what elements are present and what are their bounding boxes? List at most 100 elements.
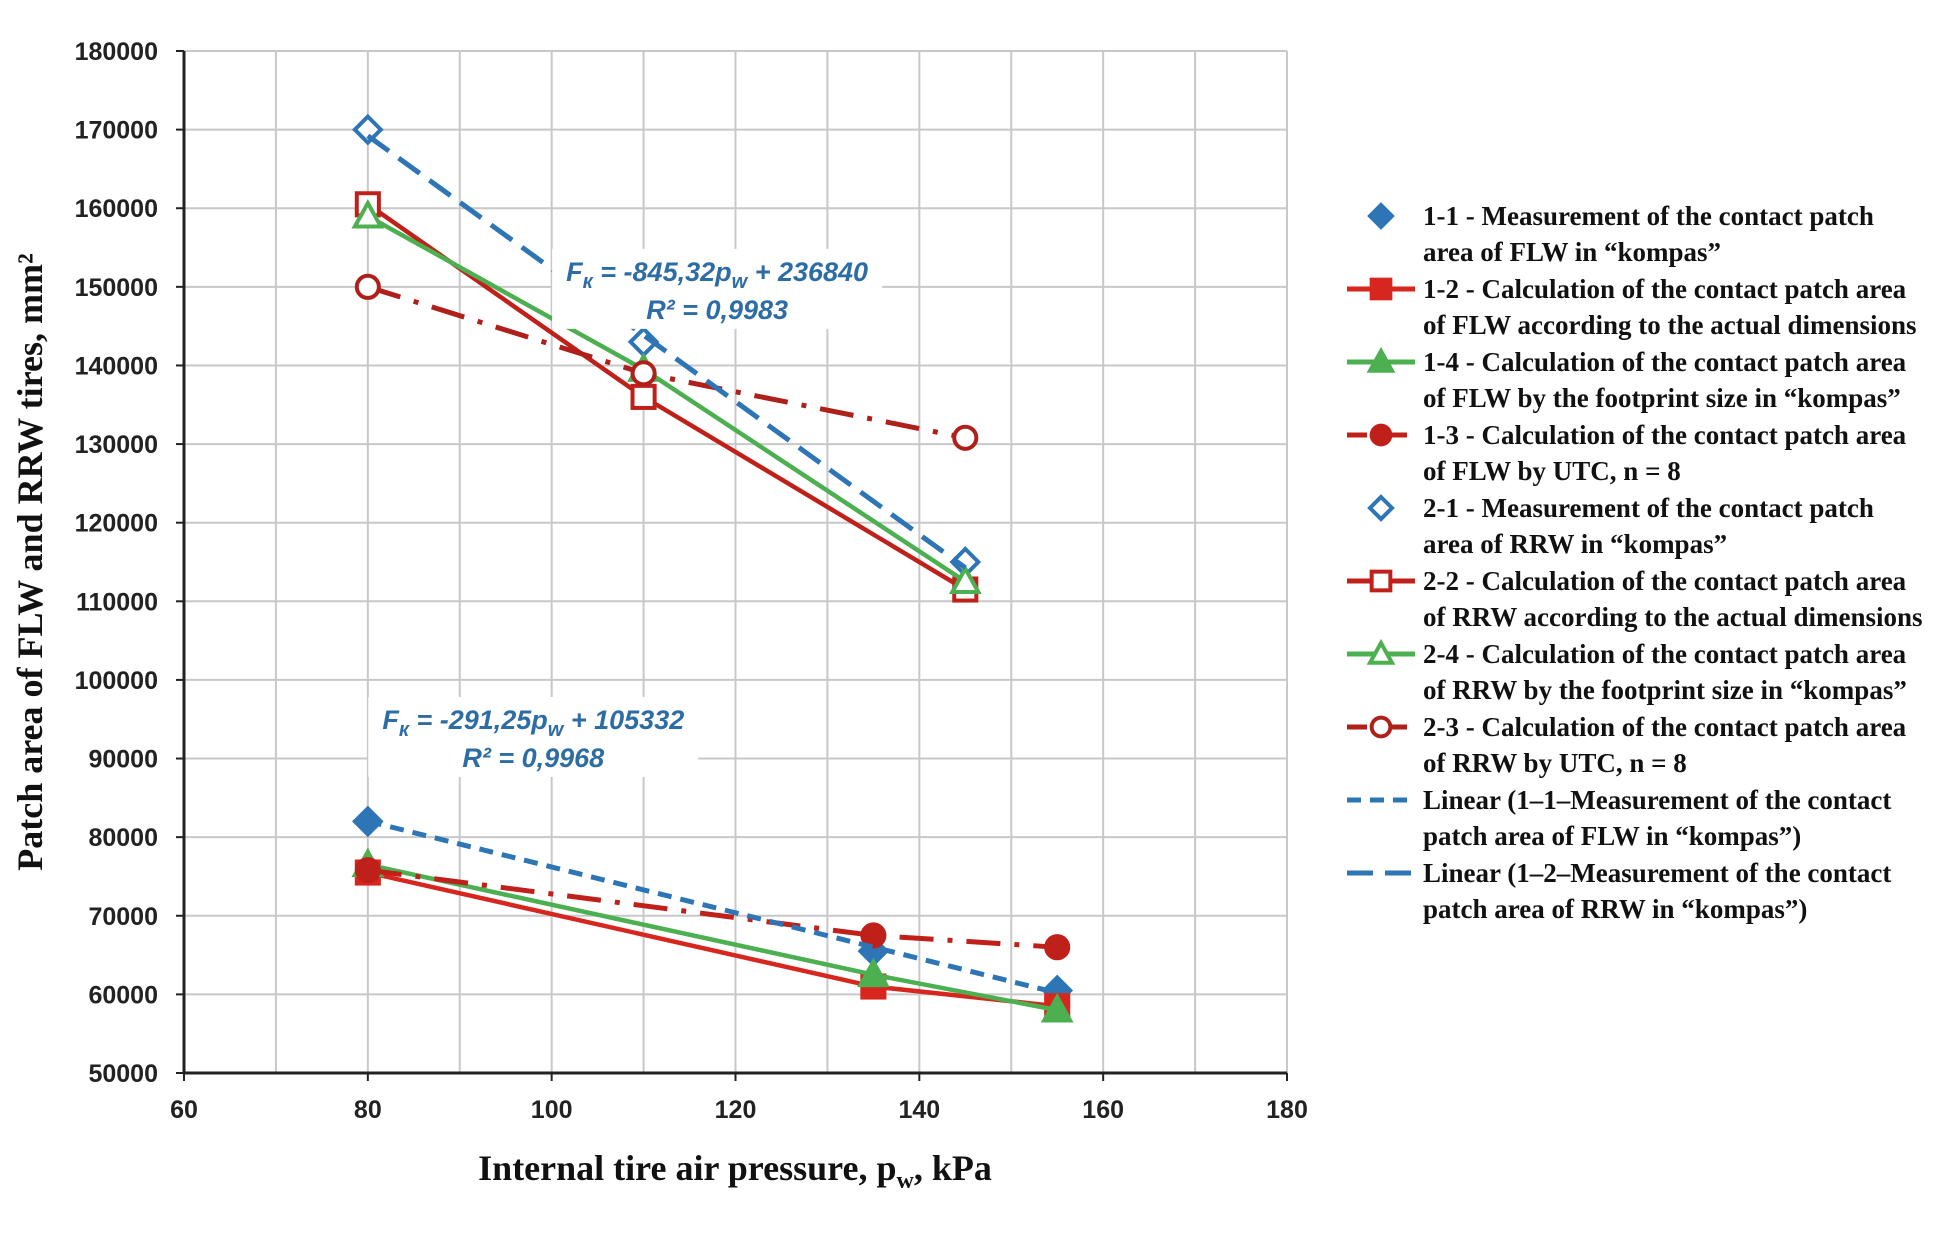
- marker-circle: [1369, 715, 1393, 739]
- legend-item: Linear (1–1–Measurement of the contact pa…: [1347, 785, 1891, 851]
- y-tick-label: 150000: [75, 274, 158, 302]
- series-line: [367, 862, 1058, 1013]
- x-tick-label: 180: [1266, 1096, 1308, 1124]
- legend-label: 1-1 - Measurement of the contact patch: [1423, 201, 1874, 231]
- legend-item: Linear (1–2–Measurement of the contact pa…: [1347, 858, 1891, 924]
- legend-item: 2-3 - Calculation of the contact patch a…: [1347, 712, 1907, 778]
- legend-item: 2-1 - Measurement of the contact patch ar…: [1367, 493, 1874, 559]
- legend-item: 2-2 - Calculation of the contact patch a…: [1347, 566, 1923, 632]
- legend-item: 2-4 - Calculation of the contact patch a…: [1347, 638, 1907, 705]
- legend-label: Linear (1–1–Measurement of the contact: [1423, 785, 1891, 815]
- grid: [183, 50, 1288, 1074]
- equation-part: w: [548, 719, 565, 741]
- marker-square: [1369, 277, 1393, 301]
- y-tick-label: 100000: [75, 667, 158, 695]
- legend-label: of FLW by UTC, n = 8: [1423, 456, 1681, 486]
- marker-square: [1369, 569, 1393, 593]
- legend-label: 1-2 - Calculation of the contact patch a…: [1423, 274, 1907, 304]
- equation-part: F: [566, 257, 584, 287]
- legend-label: 2-3 - Calculation of the contact patch a…: [1423, 712, 1907, 742]
- y-tick-label: 50000: [88, 1060, 158, 1088]
- marker-triangle: [1366, 346, 1396, 373]
- legend-item: 1-2 - Calculation of the contact patch a…: [1347, 274, 1917, 340]
- y-tick-label: 160000: [75, 195, 158, 223]
- legend-item: 1-3 - Calculation of the contact patch a…: [1347, 420, 1907, 486]
- marker-diamond: [1367, 494, 1395, 522]
- marker-triangle: [1040, 992, 1074, 1023]
- equation-part: F: [382, 705, 400, 735]
- equation-part: к: [583, 271, 594, 293]
- equation-part: = -845,32p: [593, 257, 732, 287]
- axes: 60 80 100 120 140 160 180 50000 60000 70000 80000 9…: [75, 38, 1308, 1124]
- marker-diamond: [1367, 202, 1395, 230]
- legend-label: of RRW by the footprint size in “kompas”: [1423, 675, 1907, 705]
- y-tick-label: 140000: [75, 352, 158, 380]
- y-tick-label: 120000: [75, 510, 158, 538]
- equation-part: к: [399, 719, 410, 741]
- equation-part: = -291,25p: [409, 705, 548, 735]
- legend-label: patch area of RRW in “kompas”): [1423, 894, 1807, 924]
- y-tick-label: 110000: [76, 588, 158, 616]
- series-3: [354, 857, 1071, 961]
- x-tick-label: 80: [354, 1096, 382, 1124]
- series-7: [354, 273, 979, 451]
- legend-label: 1-3 - Calculation of the contact patch a…: [1423, 420, 1907, 450]
- y-tick-label: 180000: [75, 38, 158, 66]
- marker-triangle: [351, 198, 385, 229]
- legend: 1-1 - Measurement of the contact patch ar…: [1347, 201, 1923, 924]
- trendline-equation: Fк = -845,32pw + 236840: [566, 257, 868, 293]
- marker-circle: [1044, 934, 1071, 961]
- annotation-bg: [368, 696, 699, 777]
- y-tick-label: 80000: [88, 824, 158, 852]
- r-squared: R² = 0,9968: [462, 743, 604, 773]
- series-9: [366, 133, 967, 570]
- series-line: [367, 867, 1058, 950]
- marker-circle: [354, 857, 381, 884]
- legend-label: area of FLW in “kompas”: [1423, 237, 1721, 267]
- legend-label: of RRW according to the actual dimension…: [1423, 602, 1923, 632]
- marker-circle: [952, 424, 979, 451]
- marker-circle: [630, 360, 657, 387]
- marker-triangle: [1366, 638, 1396, 665]
- legend-label: of FLW according to the actual dimension…: [1423, 310, 1917, 340]
- y-axis-label: Patch area of FLW and RRW tires, mm²: [10, 253, 50, 871]
- marker-circle: [354, 273, 381, 300]
- legend-label: 2-1 - Measurement of the contact patch: [1423, 493, 1874, 523]
- x-tick-label: 140: [898, 1096, 940, 1124]
- legend-label: 1-4 - Calculation of the contact patch a…: [1423, 347, 1907, 377]
- marker-square: [630, 383, 657, 410]
- x-tick-label: 160: [1082, 1096, 1124, 1124]
- marker-triangle: [948, 564, 982, 595]
- equation-part: + 236840: [747, 257, 868, 287]
- y-tick-label: 170000: [75, 117, 158, 145]
- trendline: [366, 133, 967, 570]
- legend-label: area of RRW in “kompas”: [1423, 529, 1727, 559]
- y-tick-label: 70000: [88, 903, 158, 931]
- trendline-equation: Fк = -291,25pw + 105332: [382, 705, 684, 741]
- series-8: [367, 818, 1058, 996]
- x-tick-label: 120: [715, 1096, 757, 1124]
- x-axis-label: Internal tire air pressure, pw, kPa: [478, 1148, 992, 1194]
- marker-triangle: [856, 957, 890, 988]
- legend-label: patch area of FLW in “kompas”): [1423, 821, 1801, 851]
- equation-part: + 105332: [563, 705, 684, 735]
- x-tick-label: 100: [531, 1096, 573, 1124]
- y-tick-label: 60000: [88, 981, 158, 1009]
- series-4: [352, 113, 982, 578]
- legend-item: 1-4 - Calculation of the contact patch a…: [1347, 346, 1907, 413]
- x-tick-label: 60: [170, 1096, 198, 1124]
- r-squared: R² = 0,9983: [646, 295, 788, 325]
- legend-label: 2-2 - Calculation of the contact patch a…: [1423, 566, 1907, 596]
- y-tick-label: 130000: [75, 431, 158, 459]
- legend-item: 1-1 - Measurement of the contact patch ar…: [1367, 201, 1874, 267]
- annotation-bg: [552, 248, 883, 329]
- legend-label: 2-4 - Calculation of the contact patch a…: [1423, 639, 1907, 669]
- legend-label: of RRW by UTC, n = 8: [1423, 748, 1687, 778]
- legend-label: of FLW by the footprint size in “kompas”: [1423, 383, 1901, 413]
- marker-diamond: [352, 113, 384, 146]
- series-layer: [351, 113, 1074, 1023]
- marker-circle: [1369, 423, 1393, 447]
